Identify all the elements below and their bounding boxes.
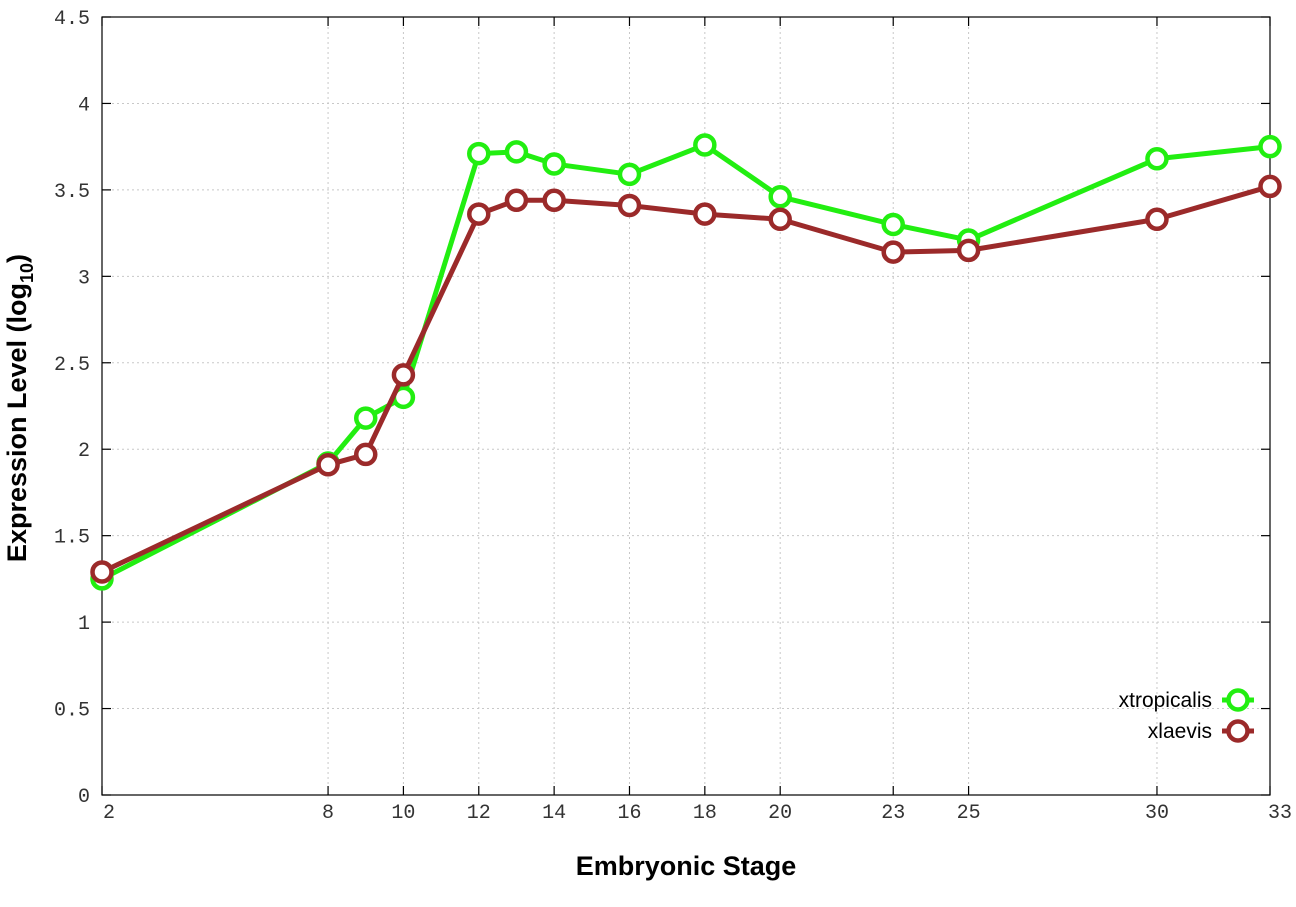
y-tick-label: 0 bbox=[78, 786, 90, 809]
data-point-xlaevis bbox=[90, 560, 114, 584]
data-point-xtropicalis bbox=[768, 185, 792, 209]
y-axis-title: Expression Level (log10) bbox=[2, 254, 37, 562]
data-point-xtropicalis bbox=[881, 212, 905, 237]
data-point-xlaevis bbox=[542, 188, 566, 213]
y-tick-label: 1.5 bbox=[54, 527, 90, 550]
legend-swatch-marker bbox=[1226, 719, 1250, 743]
x-tick-label: 10 bbox=[391, 802, 415, 825]
x-tick-label: 18 bbox=[693, 802, 717, 825]
tick-marks bbox=[101, 16, 1271, 796]
data-point-xtropicalis bbox=[542, 152, 566, 176]
y-tick-label: 1 bbox=[78, 613, 90, 636]
y-tick-labels: 0 0.5 1 1.5 2 2.5 3 3.5 4 4.5 bbox=[54, 8, 90, 809]
data-point-xlaevis bbox=[391, 363, 416, 387]
y-axis-title-subscript: 10 bbox=[17, 263, 37, 283]
series-line-xlaevis bbox=[100, 184, 1271, 575]
data-point-xtropicalis bbox=[353, 406, 378, 430]
data-point-xlaevis bbox=[768, 207, 792, 232]
y-axis-title-close: ) bbox=[2, 254, 32, 263]
x-tick-label: 20 bbox=[768, 802, 792, 825]
x-axis-title: Embryonic Stage bbox=[576, 851, 797, 881]
data-point-xlaevis bbox=[881, 240, 905, 264]
data-point-xtropicalis bbox=[1145, 147, 1169, 171]
legend-label: xtropicalis bbox=[1119, 689, 1212, 712]
series-lines bbox=[90, 133, 1282, 591]
data-point-xtropicalis bbox=[1258, 134, 1282, 159]
data-point-xlaevis bbox=[956, 238, 981, 263]
data-point-xlaevis bbox=[353, 442, 378, 467]
data-point-xtropicalis bbox=[467, 141, 491, 166]
data-point-xtropicalis bbox=[693, 133, 717, 157]
data-point-xlaevis bbox=[617, 193, 642, 218]
legend-item-xlaevis: xlaevis bbox=[1148, 719, 1254, 743]
data-point-xlaevis bbox=[504, 188, 529, 213]
x-tick-label: 25 bbox=[957, 802, 981, 825]
y-tick-label: 0.5 bbox=[54, 700, 90, 723]
x-tick-label: 2 bbox=[103, 802, 115, 825]
y-tick-label: 4 bbox=[78, 94, 90, 117]
x-tick-label: 33 bbox=[1268, 802, 1292, 825]
data-point-xtropicalis bbox=[504, 140, 529, 164]
y-tick-label: 2.5 bbox=[54, 354, 90, 377]
x-tick-label: 23 bbox=[881, 802, 905, 825]
y-tick-label: 3.5 bbox=[54, 181, 90, 204]
grid bbox=[102, 17, 1270, 795]
x-tick-labels: 2 8 10 12 14 16 18 20 23 25 30 33 bbox=[103, 802, 1292, 825]
data-point-xlaevis bbox=[467, 202, 491, 226]
x-tick-label: 14 bbox=[542, 802, 566, 825]
plot-frame bbox=[101, 16, 1271, 796]
data-point-xlaevis bbox=[316, 453, 340, 477]
x-tick-label: 30 bbox=[1145, 802, 1169, 825]
y-tick-label: 4.5 bbox=[54, 8, 90, 31]
series-xtropicalis bbox=[90, 133, 1282, 591]
data-point-xlaevis bbox=[1258, 174, 1282, 199]
data-point-xlaevis bbox=[693, 202, 717, 226]
legend-swatch-marker bbox=[1226, 688, 1250, 712]
legend-label: xlaevis bbox=[1148, 720, 1212, 743]
x-tick-label: 12 bbox=[467, 802, 491, 825]
x-tick-label: 8 bbox=[322, 802, 334, 825]
legend-item-xtropicalis: xtropicalis bbox=[1119, 688, 1254, 712]
y-tick-label: 2 bbox=[78, 440, 90, 463]
x-tick-label: 16 bbox=[617, 802, 641, 825]
data-point-xtropicalis bbox=[617, 162, 642, 187]
data-point-xlaevis bbox=[1145, 207, 1169, 232]
y-axis-title-main: Expression Level (log bbox=[2, 283, 32, 562]
legend: xtropicalis xlaevis bbox=[1119, 688, 1254, 743]
series-xlaevis bbox=[90, 174, 1282, 584]
y-tick-label: 3 bbox=[78, 267, 90, 290]
